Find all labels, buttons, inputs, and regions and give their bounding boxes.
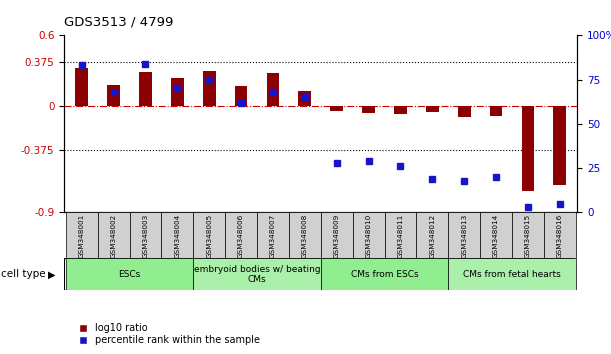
Bar	[75, 68, 88, 106]
Text: CMs from fetal hearts: CMs from fetal hearts	[463, 270, 561, 279]
Text: GSM348007: GSM348007	[270, 213, 276, 258]
Bar	[490, 106, 502, 116]
Bar	[107, 85, 120, 106]
Bar	[266, 73, 279, 106]
Bar	[512, 212, 544, 258]
Bar	[426, 106, 439, 112]
Bar	[193, 212, 225, 258]
Text: CMs from ESCs: CMs from ESCs	[351, 270, 419, 279]
Text: cell type: cell type	[1, 269, 46, 279]
Bar	[458, 106, 470, 117]
Text: GSM348001: GSM348001	[79, 213, 85, 258]
Text: GSM348014: GSM348014	[493, 213, 499, 258]
Text: GSM348015: GSM348015	[525, 213, 531, 258]
Bar	[394, 106, 407, 114]
Text: GSM348004: GSM348004	[174, 213, 180, 258]
Bar	[353, 212, 384, 258]
Bar	[257, 212, 289, 258]
Bar	[66, 258, 193, 290]
Bar	[130, 212, 161, 258]
Bar	[171, 78, 184, 106]
Text: embryoid bodies w/ beating
CMs: embryoid bodies w/ beating CMs	[194, 265, 320, 284]
Text: ESCs: ESCs	[119, 270, 141, 279]
Bar	[225, 212, 257, 258]
Bar	[544, 212, 576, 258]
Bar	[203, 71, 216, 106]
Text: GSM348011: GSM348011	[398, 213, 403, 258]
Text: GSM348013: GSM348013	[461, 213, 467, 258]
Text: GSM348016: GSM348016	[557, 213, 563, 258]
Bar	[554, 106, 566, 185]
Bar	[448, 212, 480, 258]
Text: GSM348002: GSM348002	[111, 213, 117, 258]
Text: GSM348006: GSM348006	[238, 213, 244, 258]
Text: GSM348010: GSM348010	[365, 213, 371, 258]
Bar	[321, 212, 353, 258]
Text: GSM348012: GSM348012	[430, 213, 436, 258]
Legend: log10 ratio, percentile rank within the sample: log10 ratio, percentile rank within the …	[69, 319, 264, 349]
Text: GSM348009: GSM348009	[334, 213, 340, 258]
Bar	[235, 86, 247, 106]
Bar	[298, 91, 311, 106]
Text: GSM348005: GSM348005	[206, 213, 212, 258]
Bar	[384, 212, 417, 258]
Bar	[139, 72, 152, 106]
Bar	[448, 258, 576, 290]
Bar	[161, 212, 193, 258]
Bar	[193, 258, 321, 290]
Bar	[289, 212, 321, 258]
Text: GSM348008: GSM348008	[302, 213, 308, 258]
Text: GDS3513 / 4799: GDS3513 / 4799	[64, 15, 174, 28]
Text: ▶: ▶	[48, 269, 55, 279]
Bar	[331, 106, 343, 111]
Text: GSM348003: GSM348003	[142, 213, 148, 258]
Bar	[66, 212, 98, 258]
Bar	[321, 258, 448, 290]
Bar	[98, 212, 130, 258]
Bar	[480, 212, 512, 258]
Bar	[417, 212, 448, 258]
Bar	[362, 106, 375, 113]
Bar	[522, 106, 535, 191]
